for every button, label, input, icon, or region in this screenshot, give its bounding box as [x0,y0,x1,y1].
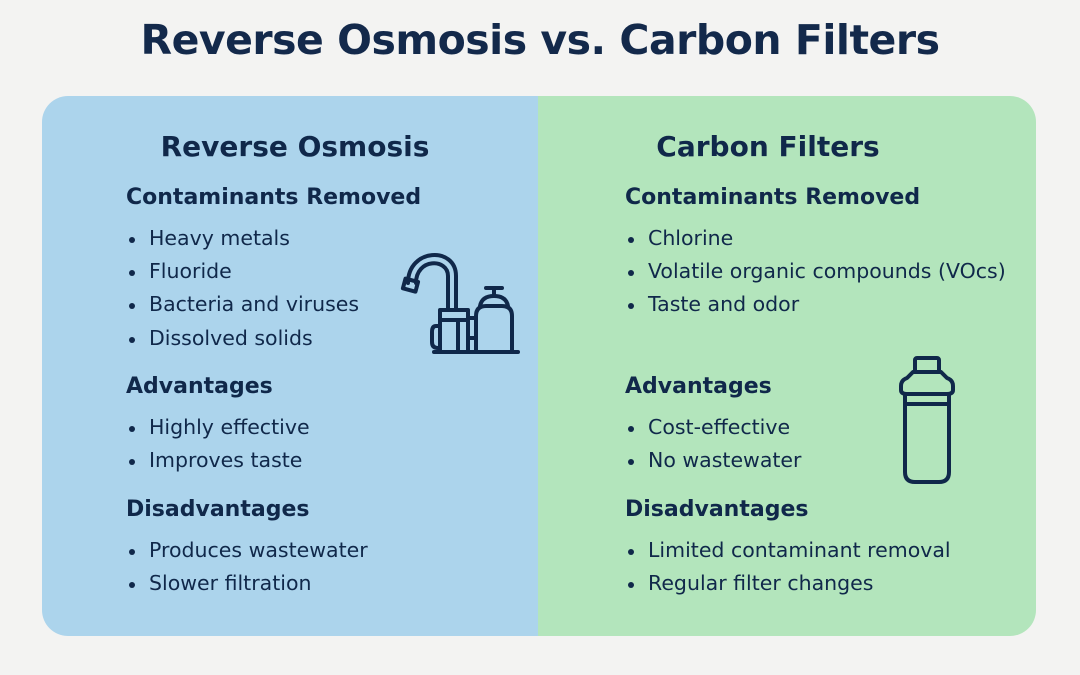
cf-contaminants-heading: Contaminants Removed [625,185,921,210]
cf-disadvantages-heading: Disadvantages [625,497,809,522]
list-item: Dissolved solids [129,326,313,350]
list-item: Slower filtration [128,571,312,595]
faucet-filter-icon [400,253,520,354]
carbon-filters-heading: Carbon Filters [656,130,880,163]
carbon-filters-panel [538,96,1036,636]
list-item: Produces wastewater [129,538,368,562]
list-item: Cost-effective [627,415,791,439]
cf-advantages-heading: Advantages [625,374,772,399]
ro-disadvantages-heading: Disadvantages [126,497,310,522]
reverse-osmosis-heading: Reverse Osmosis [160,130,430,163]
list-item: Taste and odor [627,292,800,316]
list-item: Limited contaminant removal [628,538,951,562]
list-item: Improves taste [128,448,303,472]
list-item: Chlorine [627,226,734,250]
list-item: Heavy metals [129,226,290,250]
list-item: Volatile organic compounds (VOcs) [628,259,1006,283]
filter-cartridge-icon [899,356,955,484]
ro-contaminants-heading: Contaminants Removed [126,185,422,210]
list-item: Fluoride [129,259,232,283]
ro-advantages-heading: Advantages [126,374,273,399]
reverse-osmosis-panel [42,96,538,636]
list-item: Bacteria and viruses [128,292,360,316]
list-item: No wastewater [627,448,802,472]
list-item: Regular filter changes [627,571,874,595]
page-title: Reverse Osmosis vs. Carbon Filters [140,16,940,64]
list-item: Highly effective [129,415,310,439]
